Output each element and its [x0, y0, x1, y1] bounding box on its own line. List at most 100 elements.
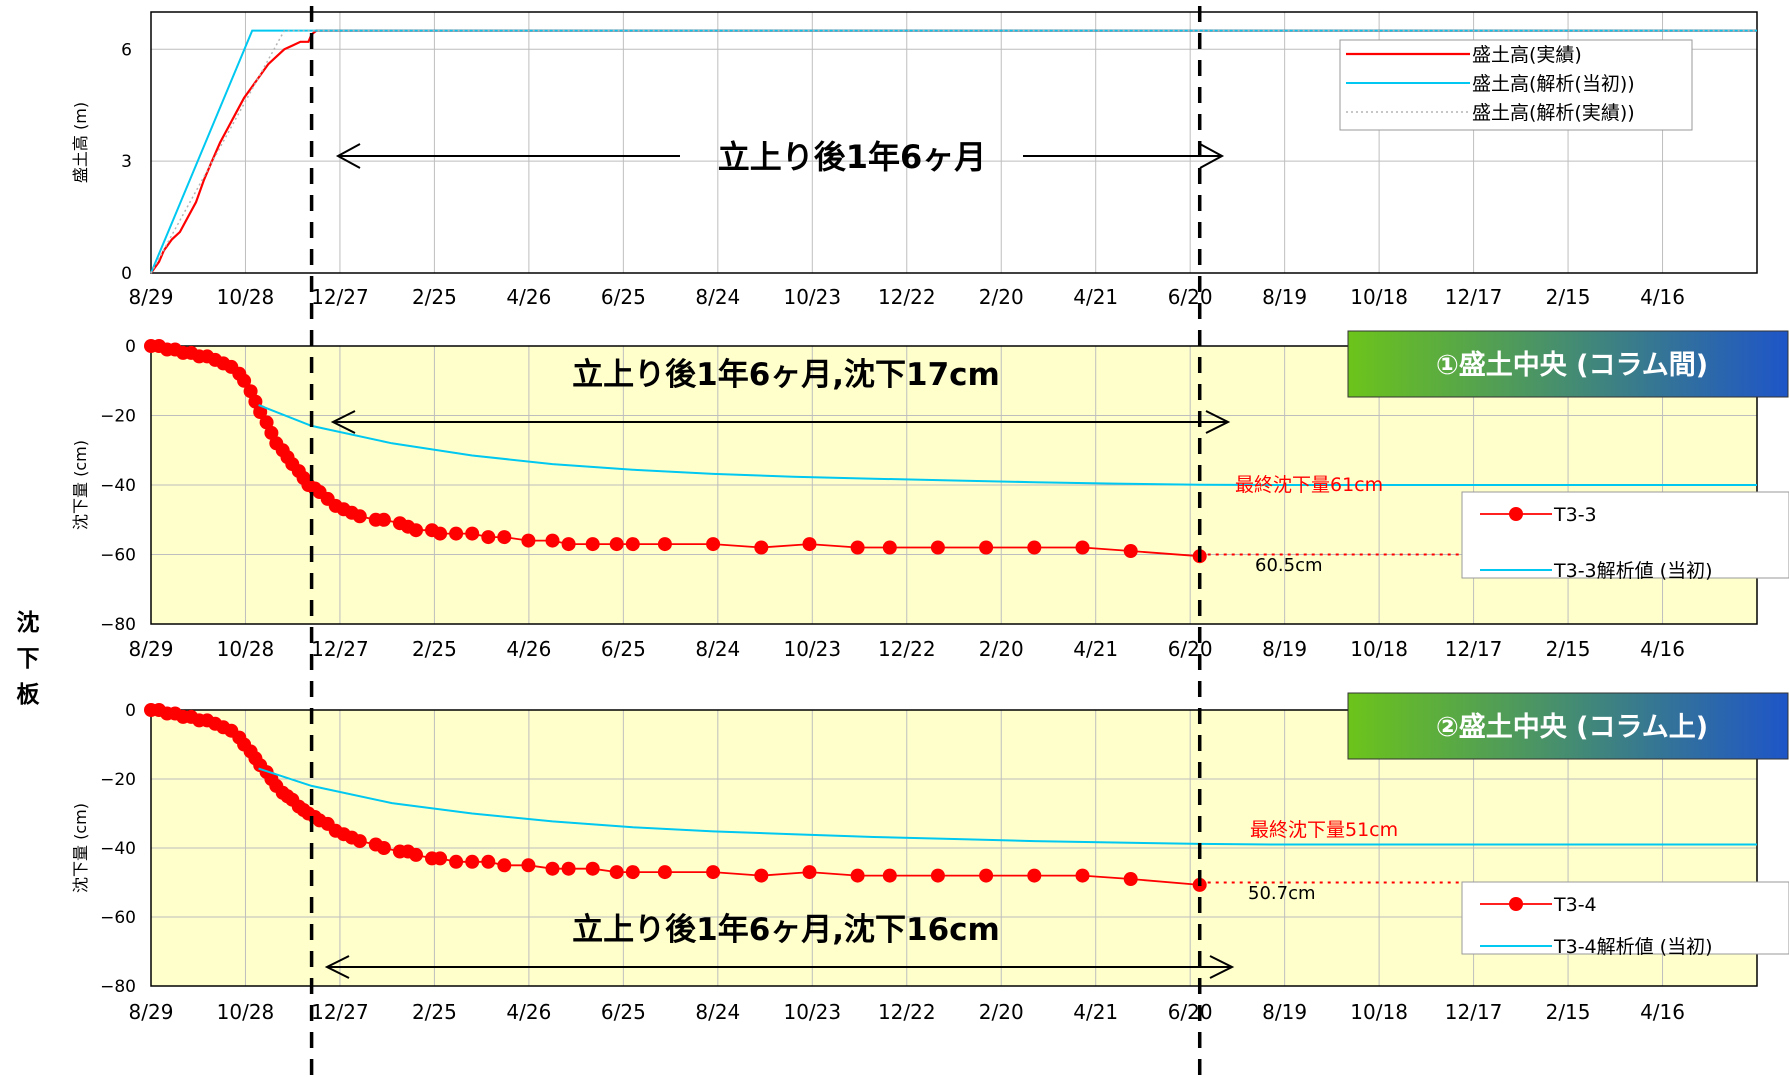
data-point: [521, 858, 536, 873]
x-tick-label: 6/20: [1168, 637, 1213, 661]
data-point: [449, 526, 464, 541]
x-tick-label: 6/20: [1168, 285, 1213, 309]
series-line: [150, 29, 1757, 274]
x-tick-label: 2/20: [979, 1000, 1024, 1024]
data-point: [545, 861, 560, 876]
data-point: [521, 533, 536, 548]
x-tick-label: 8/19: [1262, 285, 1307, 309]
y-tick-label: 0: [121, 264, 132, 284]
data-point: [657, 537, 672, 552]
data-point: [850, 540, 865, 555]
x-tick-label: 10/18: [1350, 1000, 1408, 1024]
y-tick-label: 6: [121, 40, 132, 60]
y-axis-label: 盛土高 (m): [71, 102, 90, 183]
x-tick-label: 12/27: [311, 285, 369, 309]
x-tick-label: 4/16: [1640, 1000, 1685, 1024]
x-tick-label: 10/28: [217, 285, 275, 309]
x-tick-label: 2/15: [1546, 1000, 1591, 1024]
data-point: [352, 509, 367, 524]
x-tick-label: 6/25: [601, 637, 646, 661]
legend-label: T3-3解析値 (当初): [1553, 560, 1713, 582]
embankment-height-chart: 0 3 6 8/29 10/28 12/27 2/25 4/26 6/25 8/24 10/23 12…: [71, 11, 1758, 309]
data-point: [481, 530, 496, 545]
y-tick-label: −20: [100, 407, 136, 427]
series-line: [150, 29, 1757, 274]
data-point: [259, 415, 274, 430]
data-point: [625, 865, 640, 880]
y-tick-label: 0: [125, 701, 136, 721]
x-tick-label: 2/15: [1546, 285, 1591, 309]
x-tick-label: 8/19: [1262, 637, 1307, 661]
legend-label: 盛土高(解析(当初)): [1472, 73, 1635, 95]
x-tick-label: 10/28: [217, 637, 275, 661]
x-tick-label: 2/15: [1546, 637, 1591, 661]
legend-marker: [1509, 507, 1523, 521]
location-banner-label: ①盛土中央 (コラム間): [1436, 350, 1708, 381]
legend-label: 盛土高(解析(実績)): [1472, 102, 1635, 124]
x-tick-label: 4/16: [1640, 285, 1685, 309]
x-tick-label: 2/20: [979, 637, 1024, 661]
data-point: [243, 384, 258, 399]
data-point: [433, 851, 448, 866]
data-point: [237, 373, 252, 388]
final-settlement-label: 最終沈下量51cm: [1250, 819, 1398, 841]
x-tick-label: 12/27: [311, 1000, 369, 1024]
data-point: [481, 854, 496, 869]
x-tick-label: 6/20: [1168, 1000, 1213, 1024]
legend: 盛土高(実績) 盛土高(解析(当初)) 盛土高(解析(実績)): [1339, 39, 1693, 131]
x-tick-label: 10/18: [1350, 637, 1408, 661]
settlement-chart-column-top: 0 −20 −40 −60 −80 8/29 10/28 12/27 2/25 4/26 6/25 8…: [71, 692, 1789, 1024]
data-point: [609, 537, 624, 552]
final-settlement-label: 最終沈下量61cm: [1235, 474, 1383, 496]
settlement-chart-column-gap: 0 −20 −40 −60 −808/29 10/28 12/27 2/25 4/26 6/25 8…: [71, 330, 1789, 661]
data-point: [882, 868, 897, 883]
data-point: [352, 834, 367, 849]
location-banner: [1347, 330, 1789, 398]
data-point: [376, 841, 391, 855]
x-tick-label: 10/23: [783, 285, 841, 309]
data-point: [882, 540, 897, 555]
x-tick-label: 10/28: [217, 1000, 275, 1024]
arrow-head-left: [335, 143, 361, 169]
arrow-head-left: [324, 955, 350, 979]
data-point: [1075, 540, 1090, 555]
x-tick-label: 4/26: [506, 637, 551, 661]
x-tick-label: 10/23: [783, 1000, 841, 1024]
data-point: [979, 540, 994, 555]
x-tick-label: 6/25: [601, 1000, 646, 1024]
x-tick-label: 12/22: [878, 285, 936, 309]
arrow-head-right: [1209, 955, 1235, 979]
period-annotation: 立上り後1年6ヶ月,沈下17cm: [572, 357, 1000, 393]
data-point: [585, 537, 600, 552]
y-tick-label: −60: [100, 908, 136, 928]
x-tick-label: 4/26: [506, 1000, 551, 1024]
period-annotation: 立上り後1年6ヶ月: [718, 138, 987, 176]
x-tick-label: 4/21: [1073, 285, 1118, 309]
legend-label: T3-4解析値 (当初): [1553, 936, 1713, 958]
data-point: [1075, 868, 1090, 883]
x-tick-label: 4/21: [1073, 637, 1118, 661]
data-point: [465, 526, 480, 541]
x-tick-label: 8/19: [1262, 1000, 1307, 1024]
legend-label: T3-4: [1553, 894, 1597, 916]
period-annotation: 立上り後1年6ヶ月,沈下16cm: [572, 912, 1000, 948]
location-banner: [1347, 692, 1789, 760]
data-point: [930, 868, 945, 883]
x-tick-label: 2/25: [412, 285, 457, 309]
y-axis-label: 沈下量 (cm): [71, 440, 90, 530]
data-point: [253, 405, 268, 419]
data-point: [850, 868, 865, 883]
x-tick-label: 8/29: [129, 1000, 174, 1024]
x-tick-label: 2/25: [412, 1000, 457, 1024]
data-point: [376, 512, 391, 527]
data-point: [1027, 540, 1042, 555]
x-tick-label: 12/27: [311, 637, 369, 661]
y-tick-label: −80: [100, 977, 136, 997]
legend-marker: [1509, 897, 1523, 911]
side-label-3: 板: [17, 682, 41, 708]
data-point: [802, 865, 817, 880]
data-point: [264, 425, 279, 440]
x-tick-label: 10/18: [1350, 285, 1408, 309]
y-tick-label: −40: [100, 476, 136, 496]
series-line: [258, 767, 1757, 846]
